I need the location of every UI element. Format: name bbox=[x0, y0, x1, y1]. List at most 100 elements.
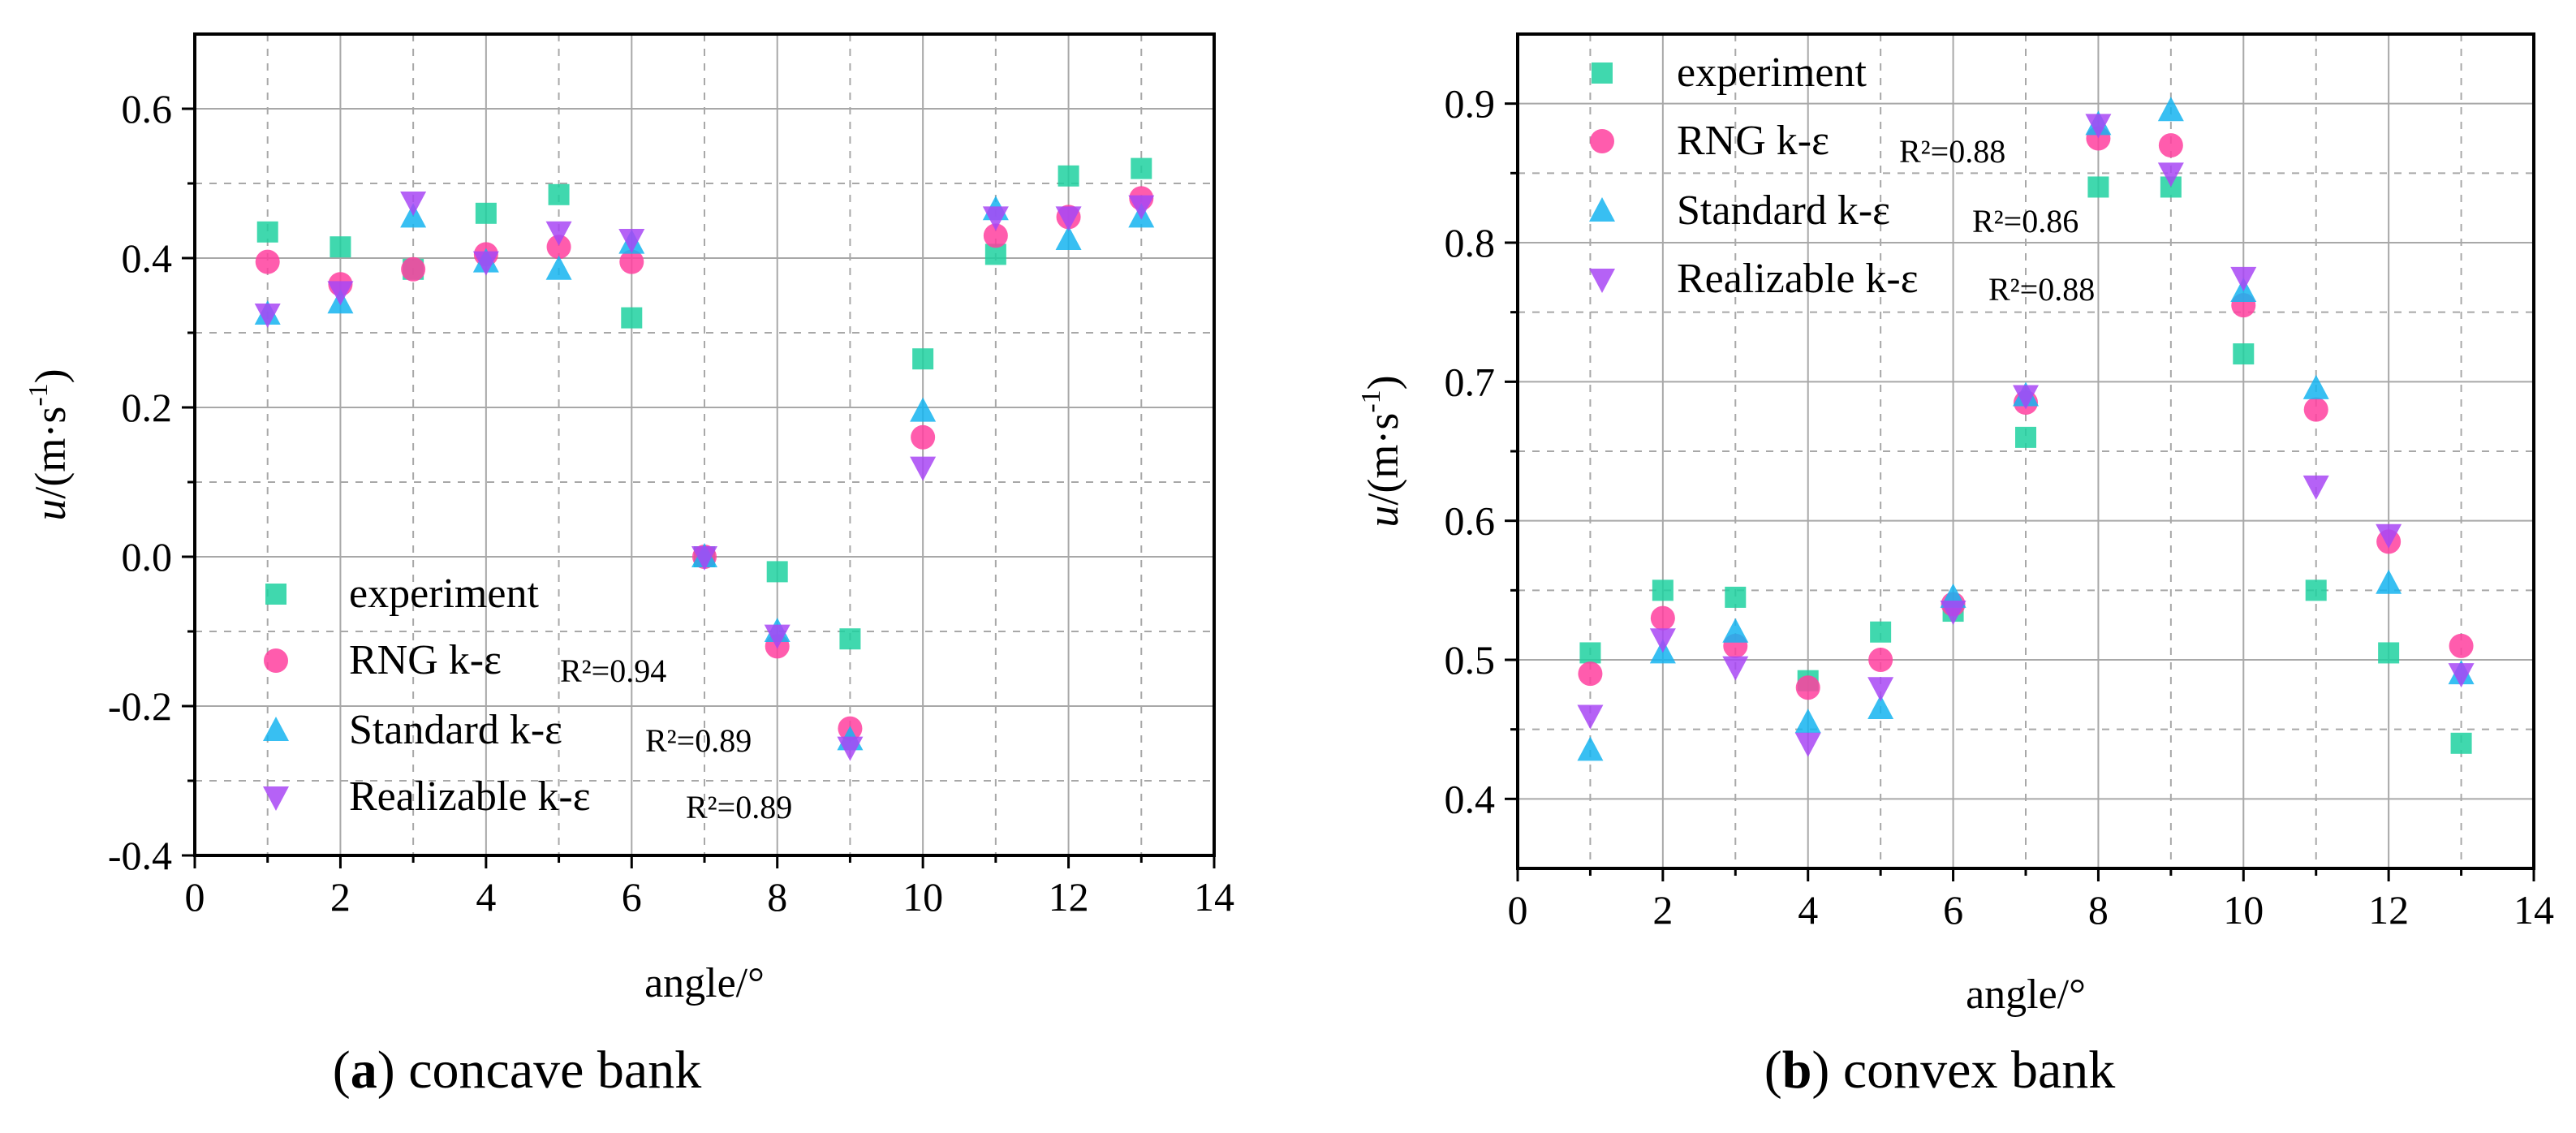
point-standard-11 bbox=[2302, 374, 2329, 399]
point-standard-4 bbox=[1794, 709, 1821, 734]
y-tick-label: 0.5 bbox=[1445, 637, 1496, 683]
legend-label-experiment: experiment bbox=[349, 571, 539, 617]
point-realizable-11 bbox=[2302, 475, 2329, 500]
x-tick-label: 4 bbox=[476, 874, 496, 920]
point-realizable-5 bbox=[1867, 677, 1894, 702]
x-tick-label: 6 bbox=[622, 874, 642, 920]
point-rng-6 bbox=[619, 249, 644, 274]
y-tick-label: 0.4 bbox=[122, 235, 173, 281]
legend-marker-standard bbox=[263, 717, 289, 741]
legend-r2-standard: R²=0.86 bbox=[1972, 203, 2078, 239]
legend-r2-rng: R²=0.88 bbox=[1899, 133, 2005, 170]
point-experiment-11 bbox=[2305, 579, 2327, 601]
legend-marker-standard bbox=[1589, 197, 1615, 222]
point-experiment-3 bbox=[1725, 586, 1747, 608]
caption-paren-close: ) bbox=[377, 1040, 395, 1100]
point-standard-10 bbox=[910, 397, 937, 422]
point-standard-5 bbox=[1867, 694, 1894, 719]
caption-letter: a bbox=[351, 1040, 377, 1100]
point-experiment-13 bbox=[2450, 732, 2472, 754]
point-realizable-3 bbox=[400, 192, 427, 216]
point-experiment-12 bbox=[2378, 642, 2400, 664]
point-experiment-12 bbox=[1058, 165, 1079, 187]
point-rng-5 bbox=[546, 235, 571, 260]
legend-marker-rng bbox=[264, 648, 288, 673]
point-experiment-8 bbox=[766, 561, 788, 583]
legend-marker-experiment bbox=[1592, 62, 1613, 84]
point-rng-13 bbox=[2449, 633, 2474, 658]
legend-label-rng: RNG k-ε bbox=[349, 637, 502, 683]
x-tick-label: 8 bbox=[767, 874, 787, 920]
y-tick-label: 0.7 bbox=[1445, 359, 1496, 404]
point-realizable-6 bbox=[618, 229, 645, 253]
point-rng-10 bbox=[911, 424, 936, 450]
legend-r2-realizable: R²=0.89 bbox=[686, 789, 792, 825]
x-tick-label: 2 bbox=[330, 874, 351, 920]
point-experiment-6 bbox=[621, 307, 643, 329]
point-realizable-12 bbox=[2376, 523, 2402, 549]
point-experiment-5 bbox=[1870, 621, 1892, 643]
point-experiment-2 bbox=[1652, 579, 1674, 601]
chart-panel-b: 0 2 4 6 8 10 12 14 0.4 0.5 0.6 0.7 0.8 0.9 u/(m·s-1) an… bbox=[1356, 32, 2554, 1100]
point-realizable-9 bbox=[2157, 162, 2184, 187]
legend-r2-standard: R²=0.89 bbox=[645, 722, 752, 759]
point-standard-3 bbox=[1722, 618, 1749, 643]
point-rng-11 bbox=[2303, 397, 2328, 422]
y-axis-label: u/(m·s-1) bbox=[24, 368, 75, 520]
y-axis-label-units: /(m·s bbox=[26, 407, 75, 499]
point-realizable-7 bbox=[691, 546, 717, 571]
point-experiment-10 bbox=[912, 348, 934, 370]
point-experiment-8 bbox=[2087, 176, 2109, 198]
legend-marker-realizable bbox=[263, 786, 289, 811]
y-tick-label: 0.9 bbox=[1445, 81, 1496, 127]
point-realizable-11 bbox=[982, 206, 1009, 231]
y-tick-label: -0.2 bbox=[108, 683, 172, 729]
panel-caption: (b) convex bank bbox=[1764, 1040, 2116, 1100]
y-tick-label: -0.4 bbox=[108, 833, 172, 878]
x-tick-label: 4 bbox=[1798, 887, 1818, 933]
caption-text: concave bank bbox=[395, 1040, 701, 1100]
chart-panel-a: 0 2 4 6 8 10 12 14 -0.4 -0.2 0.0 0.2 0.4 0.6 u/(m·s-1)… bbox=[24, 32, 1234, 1100]
point-realizable-3 bbox=[1722, 656, 1749, 681]
caption-text: convex bank bbox=[1829, 1040, 2115, 1100]
caption-paren-open: ( bbox=[1764, 1040, 1782, 1100]
data-points bbox=[254, 157, 1155, 761]
point-realizable-13 bbox=[1128, 195, 1155, 220]
y-tick-label: 0.6 bbox=[1445, 498, 1496, 544]
caption-paren-close: ) bbox=[1811, 1040, 1829, 1100]
point-rng-2 bbox=[1650, 605, 1675, 631]
legend: experiment RNG k-ε R²=0.94 Standard k-ε R²=0… bbox=[263, 571, 792, 825]
legend-label-realizable: Realizable k-ε bbox=[349, 773, 591, 820]
x-tick-label: 0 bbox=[185, 874, 205, 920]
point-experiment-2 bbox=[330, 236, 351, 258]
legend-r2-realizable: R²=0.88 bbox=[1988, 271, 2095, 308]
point-rng-4 bbox=[1795, 675, 1820, 700]
legend-marker-experiment bbox=[265, 584, 286, 605]
point-realizable-10 bbox=[910, 456, 937, 481]
point-experiment-9 bbox=[839, 628, 861, 650]
point-experiment-4 bbox=[475, 202, 497, 224]
point-standard-12 bbox=[1055, 226, 1082, 250]
legend-label-standard: Standard k-ε bbox=[1677, 187, 1890, 234]
x-tick-label: 12 bbox=[2368, 887, 2409, 933]
y-axis-label-close: ) bbox=[1359, 375, 1407, 390]
y-axis-label: u/(m·s-1) bbox=[1356, 375, 1407, 527]
y-axis-label-units: /(m·s bbox=[1359, 413, 1407, 506]
point-realizable-4 bbox=[472, 251, 499, 276]
point-experiment-7 bbox=[2015, 426, 2036, 448]
legend-label-rng: RNG k-ε bbox=[1677, 118, 1829, 164]
point-experiment-1 bbox=[256, 221, 278, 243]
x-tick-label: 10 bbox=[2223, 887, 2264, 933]
point-realizable-7 bbox=[2013, 385, 2039, 410]
point-standard-12 bbox=[2376, 569, 2402, 594]
y-tick-label: 0.8 bbox=[1445, 220, 1496, 265]
point-experiment-1 bbox=[1579, 642, 1601, 664]
point-realizable-8 bbox=[2085, 114, 2112, 139]
legend-label-standard: Standard k-ε bbox=[349, 707, 562, 753]
point-realizable-2 bbox=[327, 281, 354, 306]
point-realizable-1 bbox=[1577, 704, 1604, 730]
point-rng-1 bbox=[255, 249, 280, 274]
point-realizable-9 bbox=[837, 736, 864, 761]
legend-r2-rng: R²=0.94 bbox=[560, 653, 666, 689]
